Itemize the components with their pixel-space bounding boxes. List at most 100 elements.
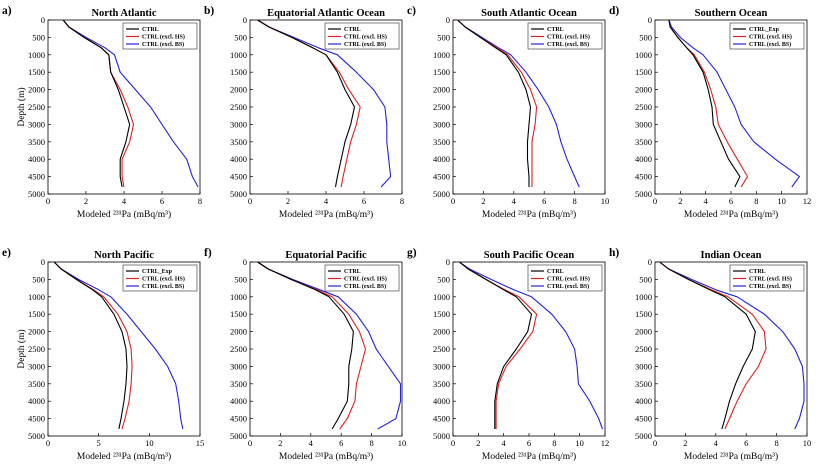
y-tick-label: 4500 (433, 172, 450, 182)
series-line-ctrl-exp (53, 261, 128, 430)
y-tick-label: 1500 (433, 309, 450, 319)
y-tick-label: 3500 (230, 137, 247, 147)
x-tick-label: 5 (97, 438, 101, 448)
y-tick-label: 4000 (28, 154, 45, 164)
y-tick-label: 3000 (433, 361, 450, 371)
legend-entry: CTRL (344, 27, 361, 33)
x-tick-label: 6 (339, 438, 343, 448)
panel-label: d) (609, 5, 619, 17)
x-tick-label: 2 (476, 438, 480, 448)
y-tick-label: 0 (648, 15, 652, 25)
x-tick-label: 8 (369, 438, 373, 448)
y-tick-label: 500 (639, 32, 652, 42)
y-tick-label: 1500 (28, 309, 45, 319)
x-tick-label: 8 (198, 196, 202, 206)
y-tick-label: 2000 (635, 327, 652, 337)
x-axis-label: Modeled ²³¹Pa (mBq/m³) (684, 451, 778, 462)
y-tick-label: 4500 (635, 172, 652, 182)
x-tick-label: 12 (803, 196, 812, 206)
x-tick-label: 10 (145, 438, 154, 448)
x-axis-label: Modeled ²³¹Pa (mBq/m³) (482, 209, 576, 220)
y-tick-label: 4000 (433, 154, 450, 164)
y-tick-label: 0 (243, 15, 247, 25)
legend-entry: CTRL (excl. HS) (547, 34, 590, 41)
panel-label: b) (204, 5, 214, 17)
legend-entry: CTRL (excl. BS) (749, 41, 791, 48)
y-tick-label: 2500 (433, 344, 450, 354)
y-tick-label: 0 (648, 257, 652, 267)
panel-title: South Atlantic Ocean (481, 8, 577, 19)
x-tick-label: 15 (196, 438, 205, 448)
legend-entry: CTRL (749, 269, 766, 275)
y-tick-label: 4000 (433, 396, 450, 406)
panel-label: c) (407, 5, 416, 17)
y-tick-label: 5000 (28, 431, 45, 441)
x-tick-label: 0 (248, 196, 252, 206)
y-tick-label: 4500 (230, 172, 247, 182)
x-tick-label: 0 (46, 196, 50, 206)
y-tick-label: 1000 (433, 50, 450, 60)
legend-entry: CTRL (excl. HS) (344, 276, 387, 283)
legend-entry: CTRL (excl. BS) (344, 41, 386, 48)
series-line-ctrl (257, 261, 354, 430)
panel-title: Equatorial Atlantic Ocean (267, 8, 385, 19)
legend-entry: CTRL (excl. HS) (749, 276, 792, 283)
y-tick-label: 0 (243, 257, 247, 267)
series-line-ctrl (62, 19, 131, 188)
x-tick-label: 12 (601, 438, 610, 448)
legend-entry: CTRL (excl. HS) (749, 34, 792, 41)
x-tick-label: 0 (451, 196, 455, 206)
y-tick-label: 1500 (635, 309, 652, 319)
y-tick-label: 500 (437, 32, 450, 42)
y-tick-label: 2500 (28, 102, 45, 112)
panel-title: Indian Ocean (701, 250, 762, 261)
legend-entry: CTRL (344, 269, 361, 275)
y-tick-label: 3000 (28, 361, 45, 371)
panel-label: f) (204, 247, 212, 259)
panel-southern-ocean: d) Southern Ocean 0 500 1000 1500 2000 2500 3000… (609, 5, 811, 220)
x-tick-label: 4 (714, 438, 719, 448)
legend-entry: CTRL (142, 27, 159, 33)
y-tick-label: 1000 (635, 50, 652, 60)
panel-indian-ocean: h) Indian Ocean 0 500 1000 1500 2000 2500 3000 35… (609, 247, 811, 462)
panel-title: Equatorial Pacific (285, 250, 367, 261)
y-axis-label: Depth (m) (16, 87, 27, 126)
panel-north-pacific: e) North Pacific 0 500 1000 1500 2000 2500 3000 3… (2, 247, 204, 462)
x-tick-label: 8 (754, 196, 758, 206)
series-line-ctrl-excl-bs (257, 261, 402, 430)
y-tick-label: 2000 (230, 85, 247, 95)
panel-title: North Pacific (94, 250, 154, 261)
x-tick-label: 2 (683, 438, 687, 448)
y-tick-label: 3500 (635, 379, 652, 389)
y-tick-label: 3500 (433, 137, 450, 147)
y-tick-label: 5000 (635, 189, 652, 199)
y-tick-label: 2500 (230, 344, 247, 354)
y-tick-label: 4500 (433, 414, 450, 424)
y-tick-label: 1000 (28, 50, 45, 60)
y-tick-label: 4000 (230, 154, 247, 164)
y-tick-label: 1500 (28, 67, 45, 77)
y-tick-label: 500 (234, 274, 247, 284)
x-axis-label: Modeled ²³¹Pa (mBq/m³) (77, 451, 171, 462)
x-tick-label: 0 (653, 196, 657, 206)
legend-entry: CTRL (excl. BS) (344, 283, 386, 290)
series-line-ctrl-excl-bs (668, 19, 800, 188)
x-tick-label: 10 (398, 438, 407, 448)
y-tick-label: 500 (437, 274, 450, 284)
y-tick-label: 0 (41, 15, 45, 25)
series-line-ctrl (457, 19, 532, 187)
y-tick-label: 0 (446, 257, 450, 267)
panel-label: e) (2, 247, 11, 259)
y-tick-label: 4500 (635, 414, 652, 424)
y-tick-label: 4000 (635, 396, 652, 406)
legend-entry: CTRL (excl. BS) (749, 283, 791, 290)
series-line-ctrl-excl-hs (457, 19, 538, 187)
legend-entry: CTRL (excl. BS) (142, 41, 184, 48)
y-tick-label: 4500 (230, 414, 247, 424)
panel-label: g) (407, 247, 417, 259)
x-tick-label: 8 (572, 196, 576, 206)
